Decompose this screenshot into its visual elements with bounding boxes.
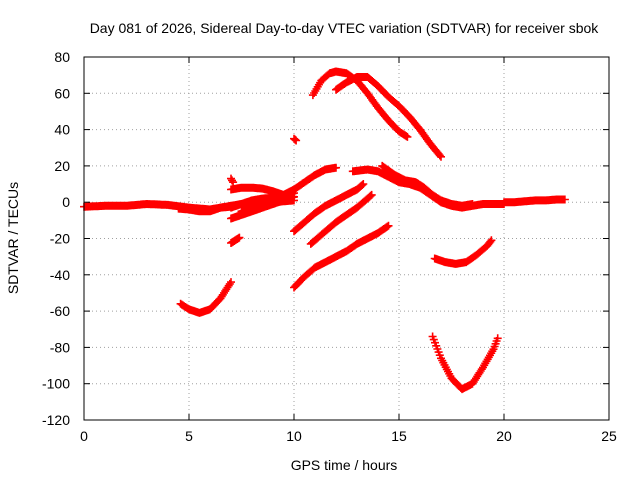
x-tick-label: 5 <box>185 428 193 444</box>
x-tick-label: 15 <box>391 428 407 444</box>
chart-title: Day 081 of 2026, Sidereal Day-to-day VTE… <box>90 20 600 36</box>
series-arc-short-13 <box>227 174 238 187</box>
series-marks <box>290 180 368 236</box>
y-tick-labels: -120 -100 -80 -60 -40 -20 0 20 40 60 80 <box>42 49 70 428</box>
series-marks <box>290 134 301 145</box>
y-tick-label: 20 <box>54 158 70 174</box>
series-arc-rise-c <box>237 196 298 216</box>
x-tick-label: 0 <box>80 428 88 444</box>
series-arc-dip-33 <box>430 236 496 268</box>
x-tick-labels: 0 5 10 15 20 25 <box>80 428 617 444</box>
series-marks <box>428 332 502 394</box>
series-arc-baseline-2 <box>174 202 235 216</box>
series-arc-mid-20 <box>378 161 477 210</box>
data-series <box>80 67 569 394</box>
axis-ticks <box>83 56 610 421</box>
series-marks <box>500 195 569 207</box>
y-tick-label: 40 <box>54 122 70 138</box>
series-arc-peak-70 <box>332 73 445 161</box>
series-arc-up-22 <box>306 190 376 248</box>
series-marks <box>430 236 496 268</box>
series-arc-dot-35 <box>290 134 301 145</box>
y-tick-label: 60 <box>54 85 70 101</box>
y-tick-label: -80 <box>50 339 70 355</box>
y-tick-label: 80 <box>54 49 70 65</box>
y-tick-label: 0 <box>62 194 70 210</box>
series-marks <box>174 202 235 216</box>
series-arc-dip-60 <box>176 278 235 317</box>
grid <box>84 57 609 420</box>
series-arc-short-22 <box>227 233 244 247</box>
y-tick-label: -40 <box>50 267 70 283</box>
series-marks <box>306 190 376 248</box>
series-marks <box>378 161 477 210</box>
x-axis-title: GPS time / hours <box>291 457 398 473</box>
series-marks <box>290 221 393 292</box>
x-tick-label: 20 <box>496 428 512 444</box>
series-marks <box>227 174 238 187</box>
y-tick-label: -120 <box>42 412 70 428</box>
y-tick-label: -20 <box>50 231 70 247</box>
series-arc-up-47 <box>290 221 393 292</box>
y-tick-label: -60 <box>50 303 70 319</box>
series-marks <box>227 233 244 247</box>
x-tick-label: 10 <box>286 428 302 444</box>
series-marks <box>332 73 445 161</box>
y-axis-title: SDTVAR / TECUs <box>5 182 21 294</box>
series-marks <box>237 196 298 216</box>
series-marks <box>176 278 235 317</box>
series-arc-tail-0 <box>500 195 569 207</box>
series-arc-dip-103 <box>428 332 502 394</box>
y-tick-label: -100 <box>42 376 70 392</box>
series-arc-to-19 <box>279 163 340 199</box>
series-arc-up-16 <box>290 180 368 236</box>
x-tick-label: 25 <box>601 428 617 444</box>
series-marks <box>279 163 340 199</box>
